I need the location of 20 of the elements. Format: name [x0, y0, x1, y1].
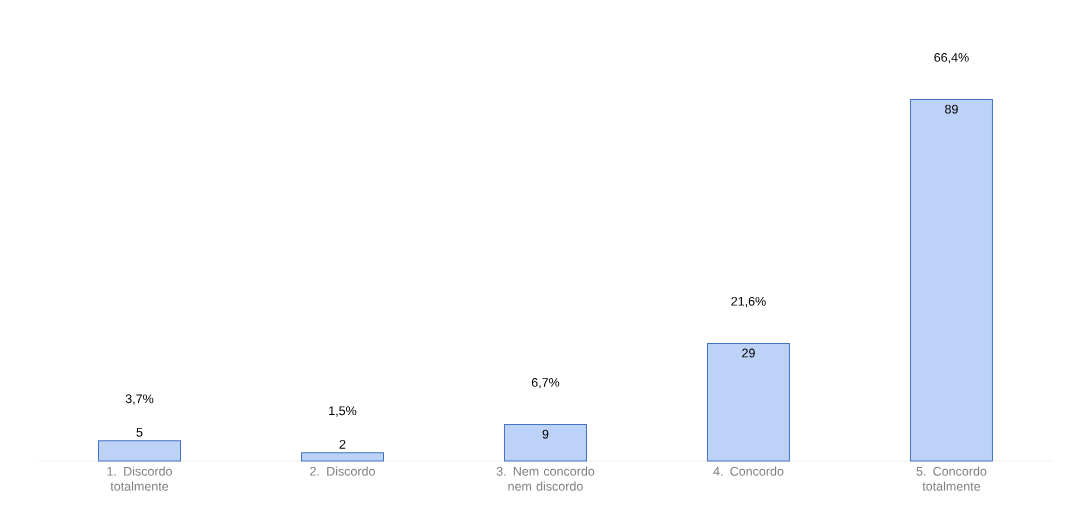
data-label: 66,4% — [934, 53, 969, 64]
annotation: 5 — [136, 427, 143, 437]
data-label: 1,5% — [329, 406, 357, 417]
bar — [503, 424, 587, 462]
x-tick-label: 4. Concordo — [713, 466, 784, 476]
annotation: 29 — [742, 348, 755, 358]
bar — [98, 440, 181, 462]
bar — [300, 452, 384, 462]
x-tick-label: 2. Discordo — [310, 466, 375, 476]
data-label: 6,7% — [531, 378, 560, 389]
annotation: 89 — [945, 104, 958, 114]
data-label: 21,6% — [731, 296, 766, 308]
x-tick-label: 5. Concordo totalmente — [916, 466, 987, 491]
bar — [706, 342, 790, 462]
x-tick-label: 3. Nem concordo nem discordo — [496, 466, 595, 491]
annotation: 9 — [542, 429, 549, 439]
x-tick-label: 1. Discordo totalmente — [107, 466, 172, 491]
data-label: 3,7% — [125, 394, 154, 405]
annotation: 2 — [339, 439, 346, 449]
bar — [909, 99, 993, 462]
